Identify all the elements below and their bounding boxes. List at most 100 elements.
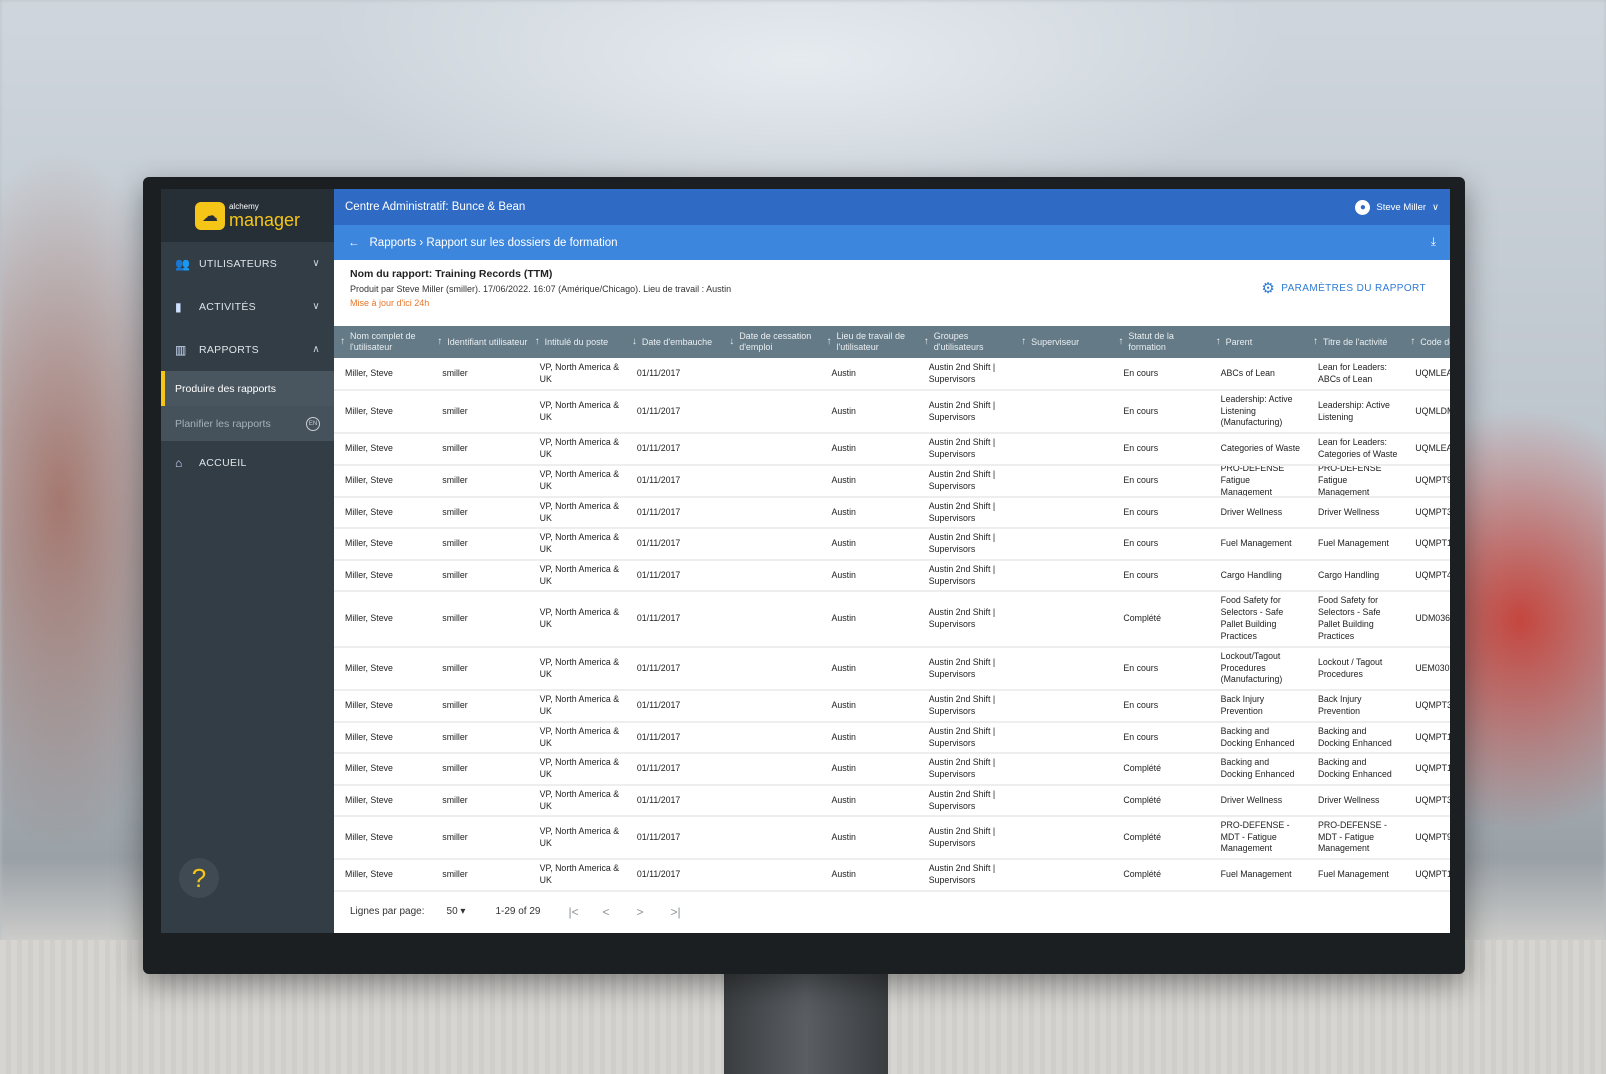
- table-row[interactable]: Miller, Steve smiller VP, North America & …: [334, 648, 1450, 691]
- table-cell: smiller: [442, 475, 468, 486]
- sidebar-item-label: UTILISATEURS: [199, 257, 278, 270]
- table-row[interactable]: Miller, Steve smiller VP, North America & …: [334, 754, 1450, 786]
- table-cell: Austin 2nd Shift | Supervisors: [928, 361, 996, 384]
- caret-down-icon: ▾: [460, 906, 466, 917]
- table-cell: Miller, Steve: [345, 405, 393, 416]
- column-header[interactable]: ↑ Statut de la formation: [1112, 326, 1209, 358]
- logo[interactable]: ☁ alchemy manager: [161, 189, 334, 242]
- table-row[interactable]: Miller, Steve smiller VP, North America & …: [334, 817, 1450, 860]
- column-header[interactable]: ↓ Date de cessation d'emploi: [723, 326, 820, 358]
- table-cell: Fuel Management: [1220, 869, 1292, 880]
- user-menu[interactable]: ● Steve Miller ∨: [1355, 199, 1439, 215]
- column-header[interactable]: ↓ Date d'embauche: [626, 326, 723, 358]
- table-cell: UQMLEA: [1415, 367, 1450, 378]
- bar-chart-icon: ▥: [175, 342, 187, 357]
- table-cell: Miller, Steve: [345, 367, 393, 378]
- download-icon[interactable]: ⤓: [1430, 236, 1436, 248]
- table-cell: PRO-DEFENSE Fatigue Management: [1220, 466, 1285, 496]
- table-cell: VP, North America & UK: [539, 694, 620, 716]
- table-cell: Lockout / Tagout Procedures: [1317, 656, 1383, 679]
- column-header[interactable]: ↑ Intitulé du poste: [529, 326, 626, 358]
- table-cell: Complété: [1123, 763, 1162, 774]
- sidebar-item-activities[interactable]: ▮ ACTIVITÉS ∨: [161, 285, 334, 328]
- sort-arrow-up-icon: ↑: [826, 336, 832, 347]
- home-icon: ⌂: [175, 455, 183, 470]
- table-row[interactable]: Miller, Steve smiller VP, North America & …: [334, 561, 1450, 592]
- column-header[interactable]: ↑ Groupes d'utilisateurs: [918, 326, 1015, 358]
- help-button[interactable]: ?: [179, 858, 219, 898]
- table-cell: Backing and Docking Enhanced: [1317, 757, 1392, 779]
- rows-per-page-select[interactable]: 50 ▾: [447, 906, 466, 917]
- table-cell: UQMPT1: [1415, 538, 1450, 549]
- first-page-icon[interactable]: |<: [568, 904, 579, 919]
- table-cell: 01/11/2017: [636, 538, 681, 549]
- last-page-icon[interactable]: >|: [670, 904, 681, 919]
- table-row[interactable]: Miller, Steve smiller VP, North America & …: [334, 529, 1450, 561]
- sort-arrow-up-icon: ↑: [1215, 336, 1221, 347]
- table-cell: [1015, 691, 1112, 721]
- table-cell: 01/11/2017: [636, 700, 681, 711]
- table-cell: smiller: [442, 731, 468, 742]
- table-cell: UQMPT4: [1415, 569, 1450, 580]
- sidebar-item-users[interactable]: 👥 UTILISATEURS ∨: [161, 242, 334, 285]
- column-header[interactable]: ↑ Code de (Code d: [1404, 326, 1450, 358]
- table-cell: Austin 2nd Shift | Supervisors: [928, 863, 996, 885]
- update-note: Mise à jour d'ici 24h: [350, 298, 430, 308]
- breadcrumb-current: Rapport sur les dossiers de formation: [426, 236, 618, 249]
- column-header[interactable]: ↑ Identifiant utilisateur: [431, 326, 528, 358]
- table-cell: En cours: [1123, 367, 1159, 378]
- column-header[interactable]: ↑ Superviseur: [1015, 326, 1112, 358]
- column-header[interactable]: ↑ Nom complet de l'utilisateur: [334, 326, 431, 358]
- main-content: Centre Administratif: Bunce & Bean ● Ste…: [334, 189, 1450, 933]
- table-cell: Austin 2nd Shift | Supervisors: [928, 437, 996, 459]
- user-name: Steve Miller: [1376, 201, 1427, 213]
- table-row[interactable]: Miller, Steve smiller VP, North America & …: [334, 786, 1450, 817]
- table-cell: UQMPT3: [1415, 794, 1450, 805]
- table-cell: Cargo Handling: [1317, 569, 1380, 580]
- next-page-icon[interactable]: >: [636, 904, 644, 919]
- sidebar-subitem-produce-reports[interactable]: Produire des rapports: [161, 371, 334, 406]
- sidebar-item-reports[interactable]: ▥ RAPPORTS ∧: [161, 328, 334, 371]
- table-cell: Austin: [831, 538, 856, 549]
- column-header[interactable]: ↑ Lieu de travail de l'utilisateur: [820, 326, 917, 358]
- column-header-label: Intitulé du poste: [544, 336, 609, 347]
- table-cell: En cours: [1123, 700, 1159, 711]
- table-cell: Austin 2nd Shift | Supervisors: [928, 607, 996, 629]
- table-row[interactable]: Miller, Steve smiller VP, North America & …: [334, 434, 1450, 466]
- table-row[interactable]: Miller, Steve smiller VP, North America & …: [334, 466, 1450, 498]
- table-cell: Austin 2nd Shift | Supervisors: [928, 500, 996, 523]
- table-row[interactable]: Miller, Steve smiller VP, North America & …: [334, 358, 1450, 391]
- table-header: ↑ Nom complet de l'utilisateur ↑ Identifian…: [334, 326, 1450, 358]
- sidebar-subitem-schedule-reports[interactable]: Planifier les rapports EN: [161, 406, 334, 441]
- table-row[interactable]: Miller, Steve smiller VP, North America & …: [334, 691, 1450, 723]
- table-cell: VP, North America & UK: [539, 563, 620, 586]
- table-row[interactable]: Miller, Steve smiller VP, North America & …: [334, 498, 1450, 529]
- cloud-logo-icon: ☁: [194, 201, 225, 230]
- table-cell: PRO-DEFENSE - MDT - Fatigue Management: [1317, 819, 1387, 854]
- prev-page-icon[interactable]: <: [602, 904, 610, 919]
- breadcrumb-separator: ›: [419, 236, 424, 249]
- table-cell: Backing and Docking Enhanced: [1220, 757, 1295, 779]
- table-row[interactable]: Miller, Steve smiller VP, North America & …: [334, 592, 1450, 648]
- language-en-badge: EN: [306, 416, 320, 431]
- table-row[interactable]: Miller, Steve smiller VP, North America & …: [334, 391, 1450, 434]
- breadcrumb-root[interactable]: Rapports: [369, 236, 417, 249]
- column-header[interactable]: ↑ Parent: [1210, 326, 1307, 358]
- column-header[interactable]: ↑ Titre de l'activité: [1307, 326, 1404, 358]
- sidebar-item-home[interactable]: ⌂ ACCUEIL: [161, 441, 334, 484]
- column-header-label: Superviseur: [1031, 336, 1080, 347]
- table-row[interactable]: Miller, Steve smiller VP, North America & …: [334, 723, 1450, 754]
- table-cell: 01/11/2017: [636, 443, 681, 454]
- table-cell: 01/11/2017: [636, 405, 681, 416]
- table-body: Miller, Steve smiller VP, North America & …: [334, 358, 1450, 892]
- table-cell: Austin: [831, 443, 856, 454]
- report-settings-button[interactable]: ⚙ PARAMÈTRES DU RAPPORT: [1261, 279, 1426, 297]
- table-cell: Austin: [831, 506, 856, 517]
- users-icon: 👥: [175, 256, 191, 271]
- table-cell: Leadership: Active Listening: [1317, 399, 1390, 422]
- table-cell: Complété: [1123, 831, 1162, 842]
- table-row[interactable]: Miller, Steve smiller VP, North America & …: [334, 860, 1450, 892]
- back-arrow-icon[interactable]: ←: [348, 236, 360, 249]
- table-cell: Lockout/Tagout Procedures (Manufacturing…: [1220, 650, 1283, 685]
